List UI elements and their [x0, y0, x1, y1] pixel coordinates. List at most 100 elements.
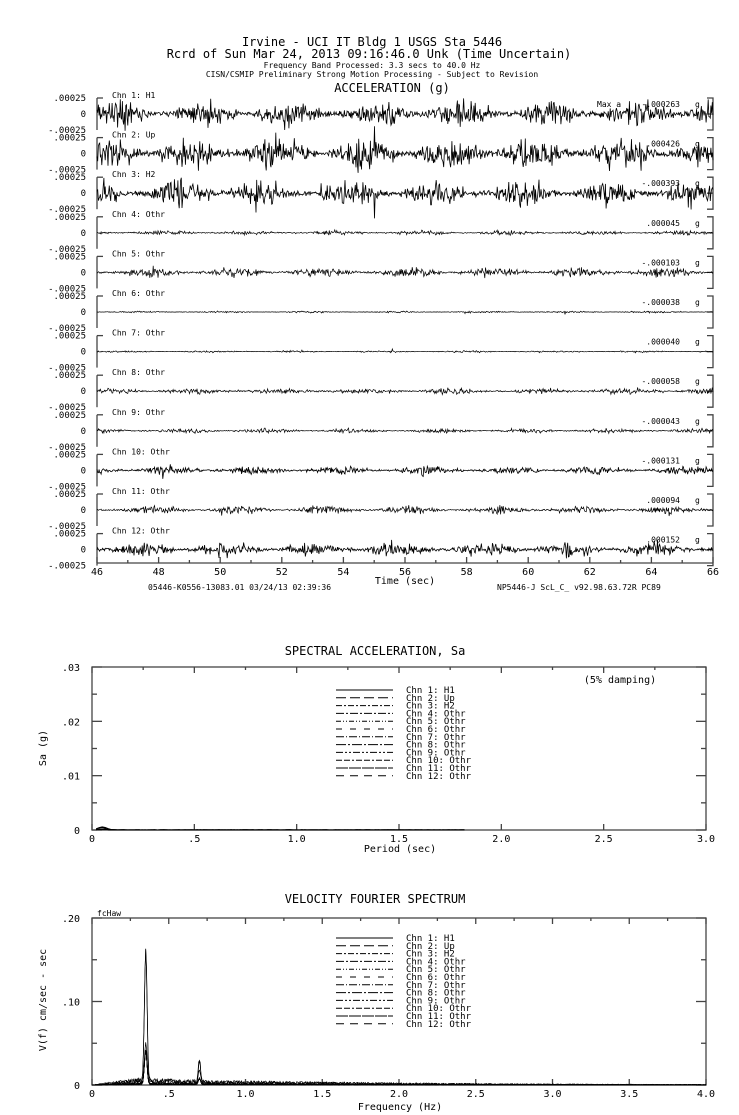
- fourier-ylabel: V(f) cm/sec - sec: [38, 949, 49, 1051]
- x-tick-label: 3.0: [543, 1089, 561, 1100]
- legend-label: Chn 1: H1: [406, 686, 455, 696]
- channel-max-value: .000152: [646, 536, 680, 545]
- y-tick-label: -.00025: [48, 205, 86, 215]
- y-tick-label: 0: [81, 268, 86, 278]
- y-tick-label: .02: [62, 717, 80, 728]
- y-tick-label: .00025: [53, 252, 86, 262]
- channel-label: Chn 10: Othr: [112, 447, 170, 456]
- y-tick-label: -.00025: [48, 284, 86, 294]
- x-tick-label: .5: [188, 834, 200, 845]
- y-tick-label: .00025: [53, 530, 86, 540]
- channel-label: Chn 8: Othr: [112, 368, 165, 377]
- time-tick-label: 50: [214, 567, 226, 578]
- fourier-curve: [92, 948, 707, 1086]
- header-line-1: Irvine - UCI IT Bldg 1 USGS Sta 5446: [242, 35, 502, 49]
- channel-unit: g: [695, 140, 700, 149]
- plot-frame: [91, 666, 707, 831]
- channel-max-value: .000040: [646, 338, 680, 347]
- x-tick-label: 1.5: [390, 834, 408, 845]
- legend-label: Chn 8: Othr: [406, 989, 466, 999]
- channel-panel: .00025 0 -.00025 Chn 12: Othr .000152 g: [48, 527, 714, 572]
- fourier-curve: [91, 1042, 707, 1086]
- legend-label: Chn 2: Up: [406, 694, 455, 704]
- y-tick-label: .00025: [53, 332, 86, 342]
- y-tick-label: 0: [81, 546, 86, 556]
- y-tick-label: .00025: [53, 490, 86, 500]
- y-tick-label: .00025: [53, 450, 86, 460]
- x-tick-label: 4.0: [697, 1089, 715, 1100]
- acceleration-trace: [96, 177, 714, 219]
- x-tick-label: 3.5: [620, 1089, 638, 1100]
- channel-unit: g: [695, 219, 700, 228]
- header-line-4: CISN/CSMIP Preliminary Strong Motion Pro…: [206, 70, 539, 79]
- channel-panel: .00025 0 -.00025 Chn 2: Up .000426 g: [48, 126, 714, 176]
- time-tick-label: 52: [276, 567, 288, 578]
- sa-ylabel: Sa (g): [38, 730, 49, 766]
- fourier-title: VELOCITY FOURIER SPECTRUM: [285, 892, 466, 906]
- channel-unit: g: [695, 179, 700, 188]
- sa-curve: [96, 828, 465, 831]
- channel-unit: g: [695, 456, 700, 465]
- y-tick-label: .03: [62, 663, 80, 674]
- x-tick-label: 1.5: [313, 1089, 331, 1100]
- legend-label: Chn 3: H2: [406, 950, 455, 960]
- y-tick-label: -.00025: [48, 562, 86, 572]
- acceleration-trace: [97, 228, 714, 237]
- legend-label: Chn 12: Othr: [406, 1020, 472, 1030]
- y-tick-label: .00025: [53, 134, 86, 144]
- y-tick-label: -.00025: [48, 245, 86, 255]
- footer-right: NP5446-J ScL_C_ v92.98.63.72R PC89: [497, 583, 661, 592]
- legend-label: Chn 10: Othr: [406, 1004, 472, 1014]
- y-tick-label: -.00025: [48, 522, 86, 532]
- channel-panel: .00025 0 -.00025 Chn 1: H1 Max a -.000263 g: [48, 91, 714, 136]
- legend-label: Chn 4: Othr: [406, 709, 466, 719]
- time-tick-label: 64: [645, 567, 657, 578]
- legend-label: Chn 2: Up: [406, 942, 455, 952]
- y-tick-label: .01: [62, 772, 80, 783]
- channel-panel: .00025 0 -.00025 Chn 6: Othr -.000038 g: [48, 289, 714, 334]
- time-tick-label: 56: [399, 567, 411, 578]
- y-tick-label: .00025: [53, 411, 86, 421]
- header-line-2: Rcrd of Sun Mar 24, 2013 09:16:46.0 Unk …: [167, 47, 572, 61]
- acceleration-trace: [96, 347, 714, 354]
- y-tick-label: .20: [62, 914, 80, 925]
- channel-label: Chn 4: Othr: [112, 210, 165, 219]
- y-tick-label: -.00025: [48, 166, 86, 176]
- fourier-curve: [92, 1050, 706, 1086]
- channel-unit: g: [695, 298, 700, 307]
- channel-panel: .00025 0 -.00025 Chn 10: Othr -.000131 g: [48, 447, 714, 492]
- x-tick-label: 2.5: [595, 834, 613, 845]
- acceleration-trace: [96, 539, 714, 559]
- max-prefix: Max a: [597, 100, 621, 109]
- plot-frame: [91, 917, 707, 1086]
- y-tick-label: .10: [62, 998, 80, 1009]
- channel-unit: g: [695, 258, 700, 267]
- time-tick-label: 62: [584, 567, 596, 578]
- y-tick-label: 0: [74, 1081, 80, 1092]
- acceleration-trace: [96, 98, 714, 131]
- fourier-xlabel: Frequency (Hz): [358, 1102, 442, 1113]
- channel-max-value: -.000038: [641, 298, 680, 307]
- legend-label: Chn 9: Othr: [406, 996, 466, 1006]
- acceleration-trace: [96, 464, 714, 479]
- y-tick-label: .00025: [53, 94, 86, 104]
- channel-panel: .00025 0 -.00025 Chn 4: Othr .000045 g: [48, 210, 714, 255]
- channel-unit: g: [695, 417, 700, 426]
- channel-unit: g: [695, 100, 700, 109]
- channel-label: Chn 3: H2: [112, 170, 156, 179]
- y-tick-label: 0: [81, 189, 86, 199]
- legend-label: Chn 12: Othr: [406, 772, 472, 782]
- y-tick-label: .00025: [53, 213, 86, 223]
- legend-label: Chn 9: Othr: [406, 748, 466, 758]
- legend-label: Chn 1: H1: [406, 934, 455, 944]
- accel-xlabel: Time (sec): [375, 576, 435, 587]
- channel-label: Chn 1: H1: [112, 91, 156, 100]
- x-tick-label: 0: [89, 1089, 95, 1100]
- channel-label: Chn 7: Othr: [112, 329, 165, 338]
- sa-title: SPECTRAL ACCELERATION, Sa: [285, 644, 466, 658]
- y-tick-label: 0: [81, 110, 86, 120]
- acceleration-trace: [96, 386, 714, 396]
- x-tick-label: 2.0: [390, 1089, 408, 1100]
